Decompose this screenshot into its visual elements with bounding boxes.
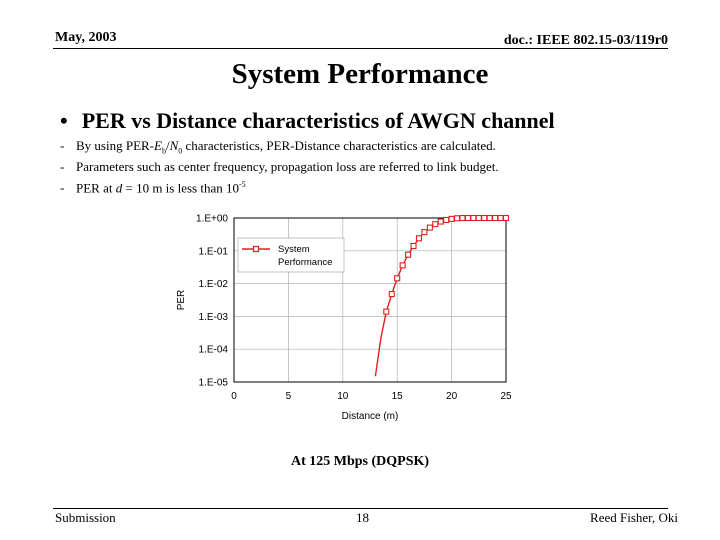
data-point bbox=[388, 291, 395, 298]
x-tick-label: 0 bbox=[231, 391, 237, 402]
y-axis-label: PER bbox=[176, 290, 187, 311]
sub-bullet-1: - By using PER-Eb/N0 characteristics, PER… bbox=[60, 138, 496, 156]
footer-submission: Submission bbox=[55, 510, 116, 525]
series-line bbox=[374, 217, 506, 377]
data-point bbox=[383, 308, 390, 315]
bullet-icon: • bbox=[60, 108, 68, 133]
y-tick-labels: 1.E+00 1.E-01 1.E-02 1.E-03 1.E-04 1.E-05 bbox=[196, 214, 228, 389]
legend-label-line1: System bbox=[278, 244, 310, 255]
data-point bbox=[410, 242, 417, 250]
x-tick-labels: 0 5 10 15 20 25 bbox=[231, 391, 512, 402]
main-bullet: • PER vs Distance characteristics of AWGN… bbox=[60, 108, 555, 134]
y-tick-label: 1.E+00 bbox=[196, 214, 228, 225]
y-tick-label: 1.E-05 bbox=[199, 378, 229, 389]
eb-symbol: E bbox=[154, 138, 162, 153]
data-point bbox=[502, 214, 510, 222]
data-point bbox=[426, 224, 433, 231]
slide-title: System Performance bbox=[231, 58, 489, 90]
data-point bbox=[399, 262, 406, 269]
data-point bbox=[497, 214, 504, 222]
x-axis-label: Distance (m) bbox=[342, 411, 399, 422]
data-point bbox=[470, 214, 477, 222]
data-point bbox=[443, 216, 450, 224]
sub-bullet-3: - PER at d = 10 m is less than 10-5 bbox=[60, 180, 246, 196]
data-point bbox=[432, 221, 439, 228]
data-point bbox=[459, 214, 466, 222]
data-point bbox=[481, 214, 488, 222]
per-distance-chart: 1.E+00 1.E-01 1.E-02 1.E-03 1.E-04 1.E-05 0 5 1… bbox=[176, 214, 512, 423]
chart-caption: At 125 Mbps (DQPSK) bbox=[290, 454, 430, 469]
line3-pre: PER at bbox=[76, 180, 116, 196]
line2-text: Parameters such as center frequency, pro… bbox=[76, 159, 499, 174]
line1-slash: / bbox=[165, 138, 170, 153]
data-point bbox=[448, 215, 455, 222]
x-tick-label: 20 bbox=[446, 391, 458, 402]
header-doc-id: doc.: IEEE 802.15-03/119r0 bbox=[503, 33, 668, 48]
y-tick-label: 1.E-04 bbox=[199, 345, 229, 356]
line1-pre: By using PER- bbox=[76, 138, 155, 153]
data-point bbox=[405, 251, 412, 258]
legend-label-line2: Performance bbox=[278, 257, 332, 268]
dash-icon: - bbox=[60, 138, 65, 153]
data-point bbox=[492, 214, 499, 222]
x-tick-label: 15 bbox=[392, 391, 404, 402]
data-point bbox=[415, 235, 423, 242]
series-system-performance bbox=[374, 214, 510, 377]
y-tick-label: 1.E-02 bbox=[199, 279, 229, 290]
footer-author: Reed Fisher, Oki bbox=[590, 510, 678, 525]
data-point bbox=[486, 214, 493, 222]
header-date: May, 2003 bbox=[55, 30, 117, 45]
data-point bbox=[394, 275, 401, 282]
data-point bbox=[475, 214, 482, 222]
y-tick-label: 1.E-01 bbox=[199, 246, 229, 257]
header-rule bbox=[53, 48, 668, 49]
y-tick-label: 1.E-03 bbox=[199, 312, 229, 323]
legend-box bbox=[237, 237, 345, 273]
dash-icon: - bbox=[60, 159, 65, 174]
data-point bbox=[437, 218, 444, 225]
data-point bbox=[453, 215, 461, 222]
x-tick-label: 25 bbox=[500, 391, 512, 402]
data-point bbox=[464, 214, 471, 222]
n0-symbol: N bbox=[169, 138, 179, 153]
footer-page-number: 18 bbox=[356, 510, 369, 525]
legend: System Performance bbox=[237, 237, 345, 273]
plot-frame bbox=[233, 217, 507, 383]
x-tick-label: 10 bbox=[337, 391, 349, 402]
footer-rule bbox=[53, 508, 668, 509]
x-tick-label: 5 bbox=[286, 391, 292, 402]
n0-sub: 0 bbox=[178, 146, 183, 156]
data-point bbox=[421, 229, 428, 236]
exponent: -5 bbox=[238, 180, 246, 189]
eb-sub: b bbox=[161, 146, 166, 156]
line1-post: characteristics, PER-Distance characteri… bbox=[182, 138, 496, 153]
sub-bullet-2: - Parameters such as center frequency, pr… bbox=[60, 159, 499, 175]
line3-post: = 10 m is less than 10 bbox=[122, 180, 239, 196]
d-symbol: d bbox=[115, 180, 123, 196]
bullet-text: PER vs Distance characteristics of AWGN … bbox=[81, 108, 555, 133]
legend-marker bbox=[252, 245, 260, 253]
dash-icon: - bbox=[60, 180, 65, 196]
